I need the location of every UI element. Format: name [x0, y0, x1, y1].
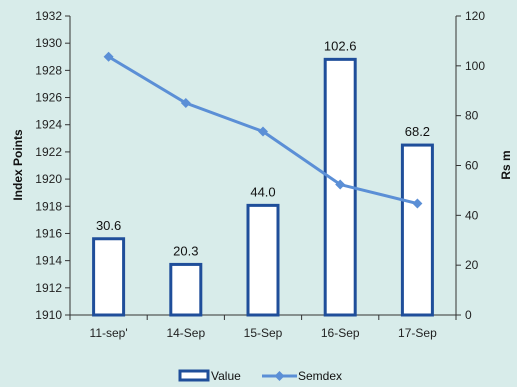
data-labels: 30.6 20.3 44.0 102.6 68.2 — [96, 38, 430, 258]
y-right-tick-label: 120 — [465, 9, 485, 23]
semdex-point — [258, 126, 268, 137]
y-left-tick-label: 1912 — [35, 281, 62, 295]
x-tick-label: 16-Sep — [321, 326, 360, 340]
legend-semdex-marker — [274, 371, 285, 381]
y-right-tick-label: 60 — [465, 159, 479, 173]
semdex-line-series — [103, 51, 423, 209]
y-left-tick-label: 1930 — [35, 36, 62, 50]
semdex-point — [180, 97, 191, 108]
y-right-tick-label: 0 — [465, 308, 472, 322]
y-left-tick-label: 1924 — [35, 118, 62, 132]
bar — [400, 143, 434, 317]
x-tick-label: 14-Sep — [166, 326, 205, 340]
y-right-tick-label: 80 — [465, 109, 479, 123]
y-left-tick-label: 1916 — [35, 226, 62, 240]
bar-data-label: 68.2 — [405, 124, 430, 139]
bar — [169, 262, 203, 317]
y-left-tick-label: 1910 — [35, 308, 62, 322]
bar-data-label: 44.0 — [250, 184, 275, 199]
y-left-tick-label: 1914 — [35, 254, 62, 268]
y-right-tick-label: 20 — [465, 258, 479, 272]
y-left-tick-label: 1922 — [35, 145, 62, 159]
y-left-tick-label: 1926 — [35, 91, 62, 105]
y-axis-left-title: Index Points — [11, 129, 25, 201]
x-tick-label: 11-sep' — [90, 326, 128, 340]
y-left-tick-label: 1928 — [35, 63, 62, 77]
semdex-point — [335, 179, 346, 190]
y-left-tick-label: 1920 — [35, 172, 62, 186]
legend-value-swatch — [178, 369, 210, 382]
x-tick-label: 17-Sep — [398, 326, 437, 340]
legend-semdex-label: Semdex — [298, 369, 342, 383]
axes: 1910 1912 1914 1916 1918 1920 1922 1924 1926 1928… — [35, 9, 485, 340]
bar-data-label: 102.6 — [324, 38, 357, 53]
x-tick-label: 15-Sep — [244, 326, 283, 340]
y-left-tick-label: 1932 — [35, 9, 62, 23]
y-right-tick-label: 100 — [465, 59, 485, 73]
bar — [246, 203, 280, 317]
y-left-tick-label: 1918 — [35, 199, 62, 213]
y-axis-right-title: Rs m — [499, 150, 513, 179]
semdex-point — [412, 198, 423, 209]
y-right-tick-label: 40 — [465, 208, 479, 222]
bar-data-label: 20.3 — [173, 243, 198, 258]
semdex-point — [103, 51, 114, 62]
bar-data-label: 30.6 — [96, 218, 121, 233]
legend-value-label: Value — [211, 369, 241, 383]
bar — [92, 237, 126, 317]
legend: Value Semdex — [178, 369, 342, 383]
